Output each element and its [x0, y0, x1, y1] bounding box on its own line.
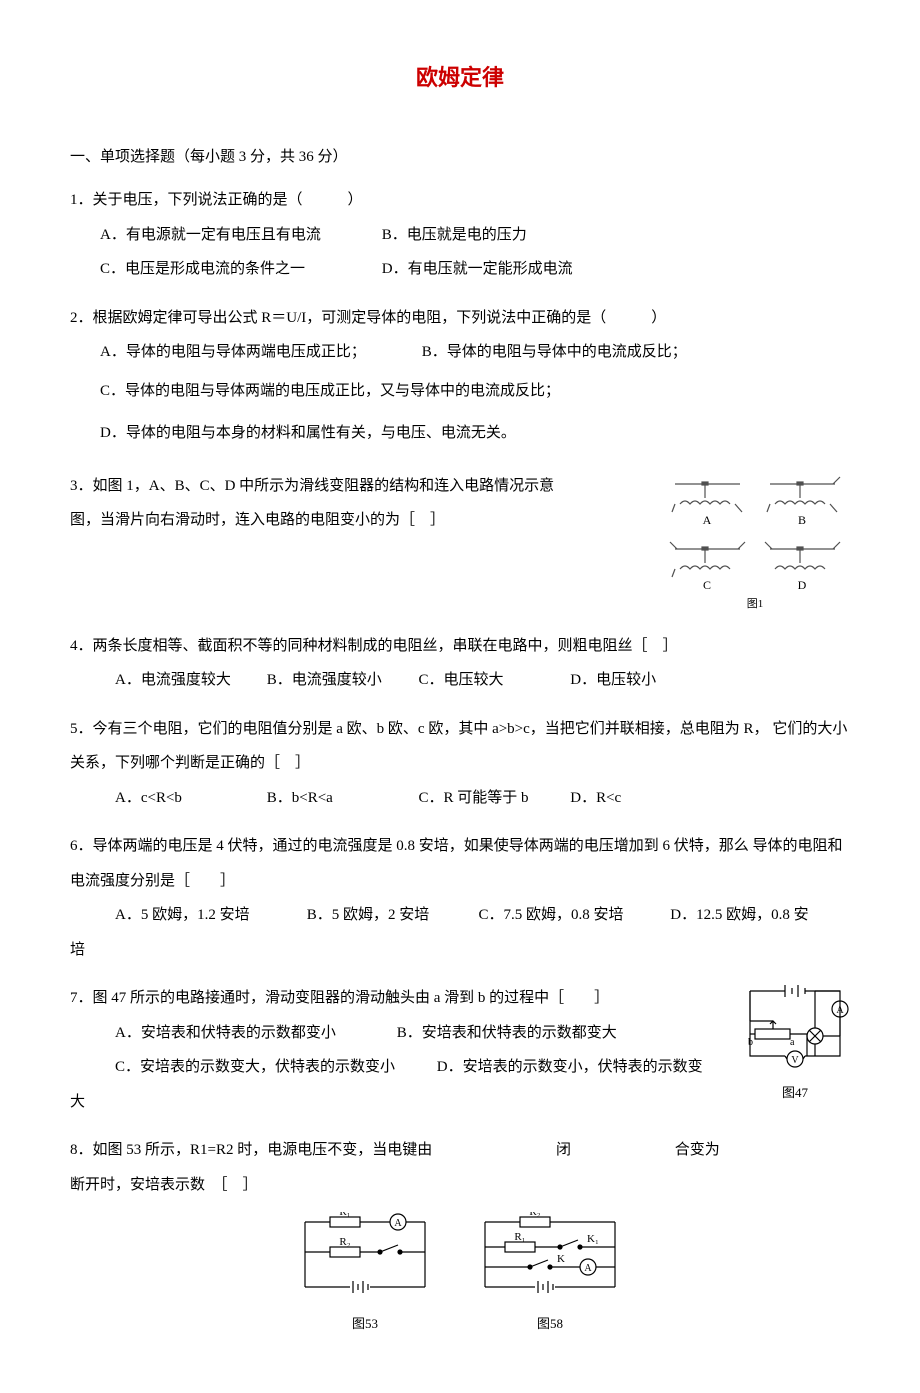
figure-1: A B — [660, 469, 850, 609]
q7-stem: 7．图 47 所示的电路接通时，滑动变阻器的滑动触头由 a 滑到 b 的过程中［… — [70, 981, 850, 1016]
q4-options: A．电流强度较大 B．电流强度较小 C．电压较大 D．电压较小 — [70, 663, 850, 698]
q5-opt-c: C．R 可能等于 b — [419, 781, 549, 816]
q6-stem-a: 6．导体两端的电压是 4 伏特，通过的电流强度是 0.8 安培，如果使导体两端的… — [70, 838, 749, 854]
question-3: A B — [70, 469, 850, 615]
q6-opt-d: D．12.5 欧姆，0.8 安 — [670, 898, 808, 933]
fig1-label-d: D — [798, 578, 807, 592]
figure-58: R₂ R₁ K₁ K — [475, 1212, 625, 1339]
q7-opt-b: B．安培表和伏特表的示数都变大 — [397, 1016, 617, 1051]
q8-stem-a: 8．如图 53 所示，R1=R2 时，电源电压不变，当电键由 — [70, 1142, 432, 1158]
q4-opt-a: A．电流强度较大 — [115, 663, 245, 698]
question-6: 6．导体两端的电压是 4 伏特，通过的电流强度是 0.8 安培，如果使导体两端的… — [70, 829, 850, 967]
q4-stem: 4．两条长度相等、截面积不等的同种材料制成的电阻丝，串联在电路中，则粗电阻丝［ … — [70, 629, 850, 664]
q1-opt-b: B．电压就是电的压力 — [382, 218, 642, 253]
q7-opt-d: D．安培表的示数变小，伏特表的示数变 — [437, 1050, 703, 1085]
fig1-label-b: B — [798, 513, 806, 527]
q2-opt-a: A．导体的电阻与导体两端电压成正比； — [100, 335, 400, 370]
svg-text:A: A — [584, 1263, 592, 1274]
question-4: 4．两条长度相等、截面积不等的同种材料制成的电阻丝，串联在电路中，则粗电阻丝［ … — [70, 629, 850, 698]
q5-opt-b: B．b<R<a — [267, 781, 397, 816]
question-1: 1．关于电压，下列说法正确的是（ ） A．有电源就一定有电压且有电流 B．电压就… — [70, 183, 850, 287]
q6-opt-c: C．7.5 欧姆，0.8 安培 — [479, 898, 649, 933]
q1-opt-d: D．有电压就一定能形成电流 — [382, 252, 642, 287]
q2-opt-d: D．导体的电阻与本身的材料和属性有关，与电压、电流无关。 — [100, 416, 516, 451]
figure-53: R₁ A R₂ — [295, 1212, 435, 1339]
q1-options: A．有电源就一定有电压且有电流 B．电压就是电的压力 C．电压是形成电流的条件之… — [70, 218, 850, 287]
q1-stem: 1．关于电压，下列说法正确的是（ ） — [70, 183, 850, 218]
q7-opt-a: A．安培表和伏特表的示数都变小 — [115, 1016, 375, 1051]
q5-opt-d: D．R<c — [570, 781, 700, 816]
svg-text:b: b — [748, 1037, 753, 1048]
q7-opt-c: C．安培表的示数变大，伏特表的示数变小 — [115, 1050, 415, 1085]
q1-opt-c: C．电压是形成电流的条件之一 — [100, 252, 360, 287]
q4-opt-c: C．电压较大 — [419, 663, 549, 698]
question-7: A V — [70, 981, 850, 1119]
q6-opt-b: B．5 欧姆，2 安培 — [307, 898, 457, 933]
q8-stem-mid2: 合变为 — [675, 1142, 720, 1158]
fig47-caption: 图47 — [740, 1078, 850, 1108]
q5-options: A．c<R<b B．b<R<a C．R 可能等于 b D．R<c — [70, 781, 850, 816]
fig1-label-c: C — [703, 578, 711, 592]
question-5: 5．今有三个电阻，它们的电阻值分别是 a 欧、b 欧、c 欧，其中 a>b>c，… — [70, 712, 850, 816]
q7-opt-d2: 大 — [70, 1094, 85, 1110]
q4-opt-d: D．电压较小 — [570, 663, 700, 698]
svg-text:V: V — [791, 1055, 799, 1066]
question-2: 2．根据欧姆定律可导出公式 R＝U/I，可测定导体的电阻，下列说法中正确的是（ … — [70, 301, 850, 455]
q4-opt-b: B．电流强度较小 — [267, 663, 397, 698]
q2-options: A．导体的电阻与导体两端电压成正比； B．导体的电阻与导体中的电流成反比； C．… — [70, 335, 850, 455]
fig53-r1: R₁ — [339, 1212, 350, 1218]
q2-stem: 2．根据欧姆定律可导出公式 R＝U/I，可测定导体的电阻，下列说法中正确的是（ … — [70, 301, 850, 336]
q6-opt-a: A．5 欧姆，1.2 安培 — [115, 898, 285, 933]
fig58-k: K — [557, 1253, 565, 1265]
q2-opt-c: C．导体的电阻与导体两端的电压成正比，又与导体中的电流成反比； — [100, 374, 560, 409]
q3-stem-a: 3．如图 1，A、B、C、D 中所示为滑线变阻器的结构和连入电路情况示意 — [70, 478, 554, 494]
svg-text:A: A — [836, 1005, 844, 1016]
fig58-r2: R₂ — [529, 1212, 540, 1218]
q6-opt-d2: 培 — [70, 942, 85, 958]
q2-opt-b: B．导体的电阻与导体中的电流成反比； — [422, 335, 687, 370]
q1-opt-a: A．有电源就一定有电压且有电流 — [100, 218, 360, 253]
fig1-label-a: A — [703, 513, 712, 527]
q8-stem-mid1: 闭 — [556, 1142, 571, 1158]
figure-row-q8: R₁ A R₂ — [70, 1212, 850, 1339]
figure-47: A V — [740, 981, 850, 1108]
q5-opt-a: A．c<R<b — [115, 781, 245, 816]
fig58-caption: 图58 — [475, 1309, 625, 1339]
svg-text:A: A — [394, 1218, 402, 1229]
q8-stem-b: 断开时，安培表示数 ［ ］ — [70, 1177, 258, 1193]
fig53-caption: 图53 — [295, 1309, 435, 1339]
fig58-k1: K₁ — [587, 1233, 599, 1245]
q6-options: A．5 欧姆，1.2 安培 B．5 欧姆，2 安培 C．7.5 欧姆，0.8 安… — [70, 898, 850, 933]
fig53-r2: R₂ — [339, 1236, 350, 1248]
svg-text:a: a — [790, 1037, 795, 1048]
question-8: 8．如图 53 所示，R1=R2 时，电源电压不变，当电键由 闭 合变为 断开时… — [70, 1133, 850, 1339]
section-1-head: 一、单项选择题（每小题 3 分，共 36 分） — [70, 145, 850, 169]
fig1-caption: 图1 — [747, 597, 764, 609]
page-title: 欧姆定律 — [70, 60, 850, 95]
q5-stem-a: 5．今有三个电阻，它们的电阻值分别是 a 欧、b 欧、c 欧，其中 a>b>c，… — [70, 721, 769, 737]
fig58-r1: R₁ — [514, 1231, 525, 1243]
q7-options: A．安培表和伏特表的示数都变小 B．安培表和伏特表的示数都变大 C．安培表的示数… — [70, 1016, 850, 1085]
q3-stem-b: 图，当滑片向右滑动时，连入电路的电阻变小的为［ ］ — [70, 512, 445, 528]
